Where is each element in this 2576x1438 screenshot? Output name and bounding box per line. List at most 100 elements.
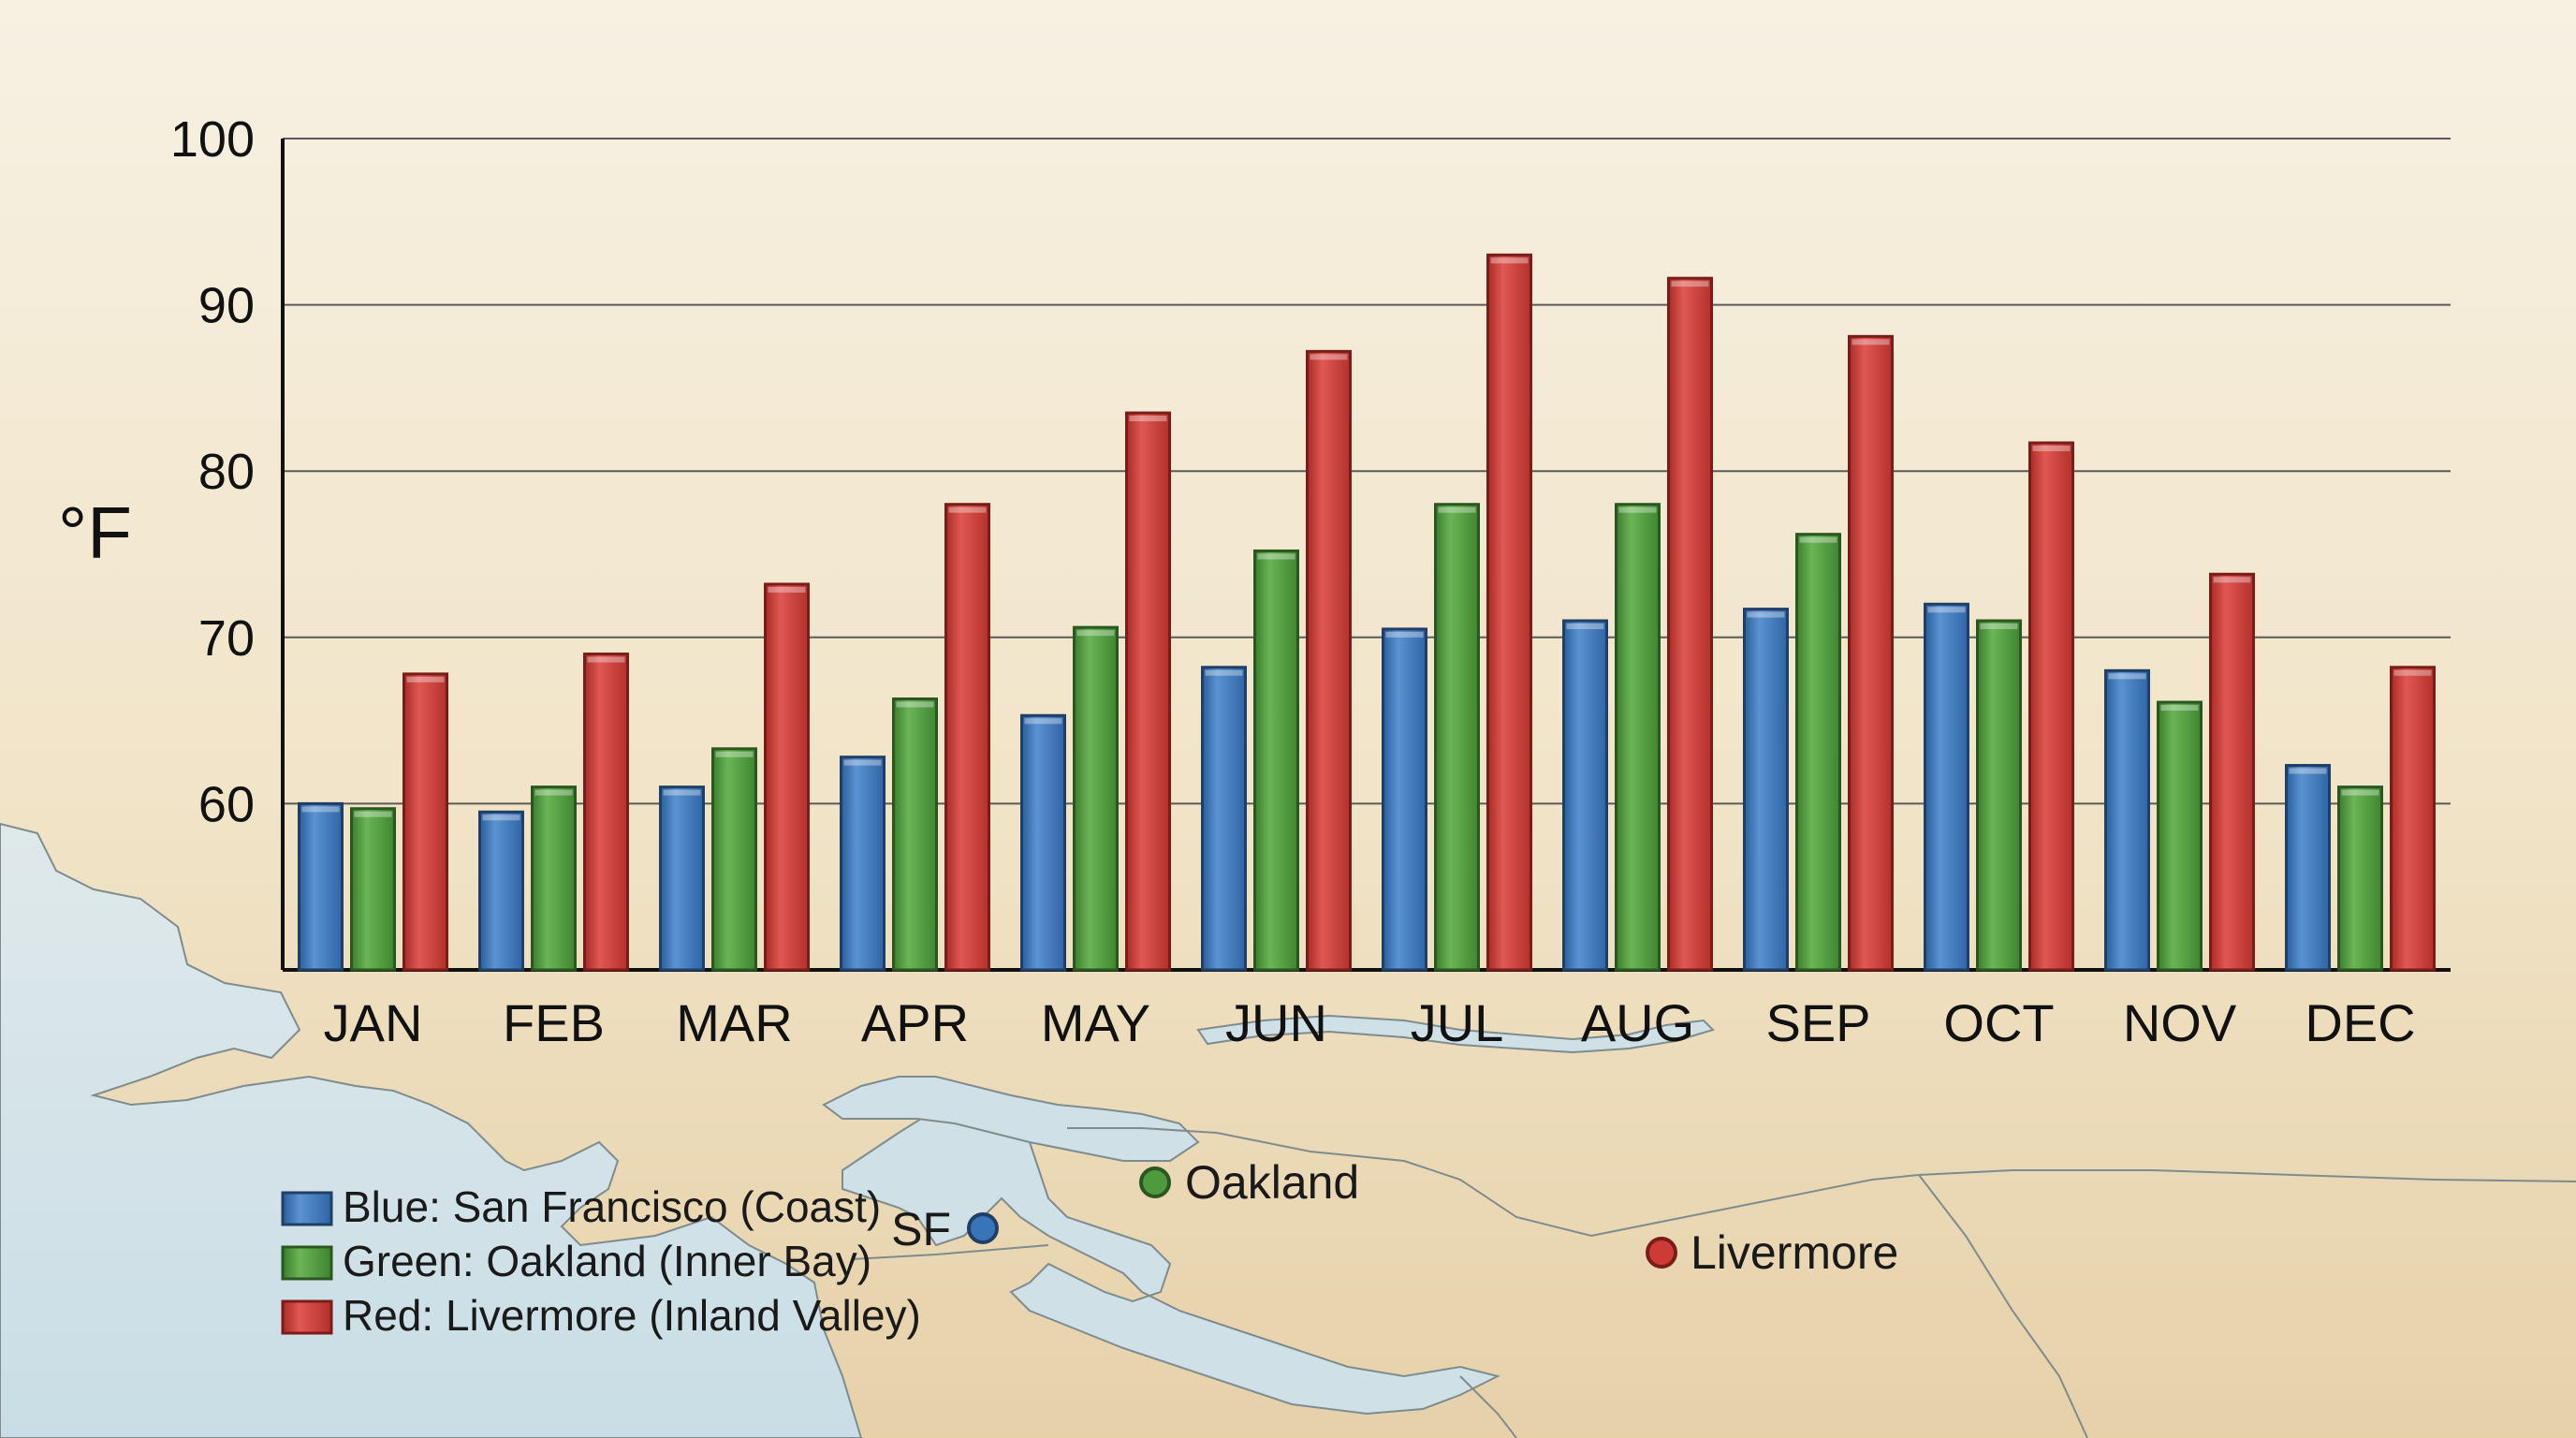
bar-oakland-jan xyxy=(350,807,396,972)
bar-livermore-feb xyxy=(583,653,629,972)
bars xyxy=(298,253,2436,972)
bar-top-highlight xyxy=(1566,624,1604,630)
bar-livermore-jul xyxy=(1486,253,1532,972)
gridlines xyxy=(283,138,2451,805)
axes xyxy=(281,139,2451,972)
bar-top-highlight xyxy=(2213,577,2251,583)
x-category-label: JAN xyxy=(324,993,423,1052)
map-marker-sf xyxy=(967,1212,999,1244)
x-category-label: NOV xyxy=(2123,993,2237,1052)
y-tick-label: 60 xyxy=(198,776,255,832)
bar-livermore-jun xyxy=(1306,349,1352,972)
bar-livermore-nov xyxy=(2209,572,2255,972)
x-category-label: APR xyxy=(861,993,969,1052)
x-category-label: SEP xyxy=(1765,993,1870,1052)
x-category-label: MAY xyxy=(1041,993,1150,1052)
bar-top-highlight xyxy=(1385,631,1424,638)
bar-oakland-jun xyxy=(1253,549,1299,972)
bar-sf-mar xyxy=(659,785,705,972)
bar-sf-may xyxy=(1020,713,1066,972)
legend-label-sf: Blue: San Francisco (Coast) xyxy=(343,1182,881,1231)
bar-top-highlight xyxy=(482,814,520,821)
bar-top-highlight xyxy=(301,806,340,813)
bar-top-highlight xyxy=(1747,611,1785,618)
bar-oakland-sep xyxy=(1795,533,1841,972)
bar-top-highlight xyxy=(406,676,445,682)
map-marker-oakland xyxy=(1139,1167,1171,1198)
x-category-label: DEC xyxy=(2305,993,2415,1052)
bar-sf-apr xyxy=(840,756,886,972)
bar-top-highlight xyxy=(1618,506,1657,513)
bar-livermore-dec xyxy=(2390,666,2436,972)
ocean-area xyxy=(0,822,863,1438)
bar-top-highlight xyxy=(1490,257,1529,264)
x-category-labels: JAN FEB MAR APR MAY JUN JUL AUG SEP OCT NOV DEC xyxy=(324,993,2416,1052)
legend: Blue: San Francisco (Coast) Green: Oaklan… xyxy=(281,1182,921,1340)
bar-sf-aug xyxy=(1562,619,1608,972)
bay-water xyxy=(842,1093,1500,1416)
x-category-label: MAR xyxy=(676,993,792,1052)
bar-top-highlight xyxy=(2108,673,2146,680)
bar-top-highlight xyxy=(663,789,701,796)
map-label-oakland: Oakland xyxy=(1185,1156,1359,1209)
map-marker-livermore xyxy=(1646,1237,1677,1269)
bar-sf-nov xyxy=(2104,668,2150,972)
bar-sf-dec xyxy=(2285,764,2331,972)
bar-livermore-oct xyxy=(2028,441,2074,972)
bar-livermore-may xyxy=(1125,411,1171,972)
bar-top-highlight xyxy=(1205,669,1243,676)
y-tick-label: 90 xyxy=(198,278,255,334)
bar-sf-jan xyxy=(298,801,344,972)
x-category-label: JUN xyxy=(1225,993,1327,1052)
x-category-label: OCT xyxy=(1943,993,2054,1052)
bar-top-highlight xyxy=(534,789,573,796)
bar-top-highlight xyxy=(2289,768,2327,774)
bar-top-highlight xyxy=(1980,624,2018,630)
bar-oakland-oct xyxy=(1976,619,2022,972)
bar-livermore-apr xyxy=(944,503,990,972)
x-category-label: AUG xyxy=(1581,993,1694,1052)
san-pablo-bay xyxy=(822,1076,1200,1162)
map-label-sf: SF xyxy=(891,1203,951,1255)
bar-top-highlight xyxy=(2393,669,2432,676)
bar-top-highlight xyxy=(1438,506,1476,513)
y-tick-labels: 60 70 80 90 100 xyxy=(170,111,255,832)
bar-oakland-may xyxy=(1073,625,1119,972)
legend-swatch-oakland xyxy=(281,1245,333,1281)
bar-oakland-jul xyxy=(1434,503,1480,972)
bar-top-highlight xyxy=(1671,281,1709,287)
x-category-label: FEB xyxy=(503,993,605,1052)
bar-oakland-feb xyxy=(531,785,577,972)
bar-livermore-mar xyxy=(764,582,810,972)
bar-sf-jul xyxy=(1382,627,1427,972)
bar-top-highlight xyxy=(1257,553,1295,560)
county-boundaries xyxy=(851,1127,2576,1438)
bar-top-highlight xyxy=(1927,607,1966,613)
legend-swatch-livermore xyxy=(281,1299,333,1335)
bar-oakland-aug xyxy=(1615,503,1661,972)
bar-top-highlight xyxy=(1076,630,1115,637)
bar-top-highlight xyxy=(1129,416,1167,422)
map-location-markers: SF Oakland Livermore xyxy=(891,1156,1898,1279)
bar-top-highlight xyxy=(948,506,987,513)
bar-sf-jun xyxy=(1201,666,1247,972)
legend-label-oakland: Green: Oakland (Inner Bay) xyxy=(343,1237,871,1285)
bar-top-highlight xyxy=(1852,339,1890,345)
bar-top-highlight xyxy=(2032,446,2071,452)
bar-livermore-sep xyxy=(1848,334,1894,972)
bar-oakland-dec xyxy=(2337,785,2383,972)
bar-sf-sep xyxy=(1743,608,1789,972)
legend-swatch-sf xyxy=(281,1191,333,1226)
bar-livermore-jan xyxy=(402,672,448,972)
bar-sf-feb xyxy=(478,810,524,972)
bar-top-highlight xyxy=(1024,718,1062,725)
y-tick-label: 80 xyxy=(198,444,255,500)
bar-top-highlight xyxy=(2341,789,2379,796)
map-label-livermore: Livermore xyxy=(1690,1226,1898,1279)
x-category-label: JUL xyxy=(1411,993,1504,1052)
legend-label-livermore: Red: Livermore (Inland Valley) xyxy=(343,1291,921,1340)
y-tick-label: 70 xyxy=(198,610,255,667)
bar-top-highlight xyxy=(1799,536,1837,543)
bar-top-highlight xyxy=(2160,705,2199,712)
